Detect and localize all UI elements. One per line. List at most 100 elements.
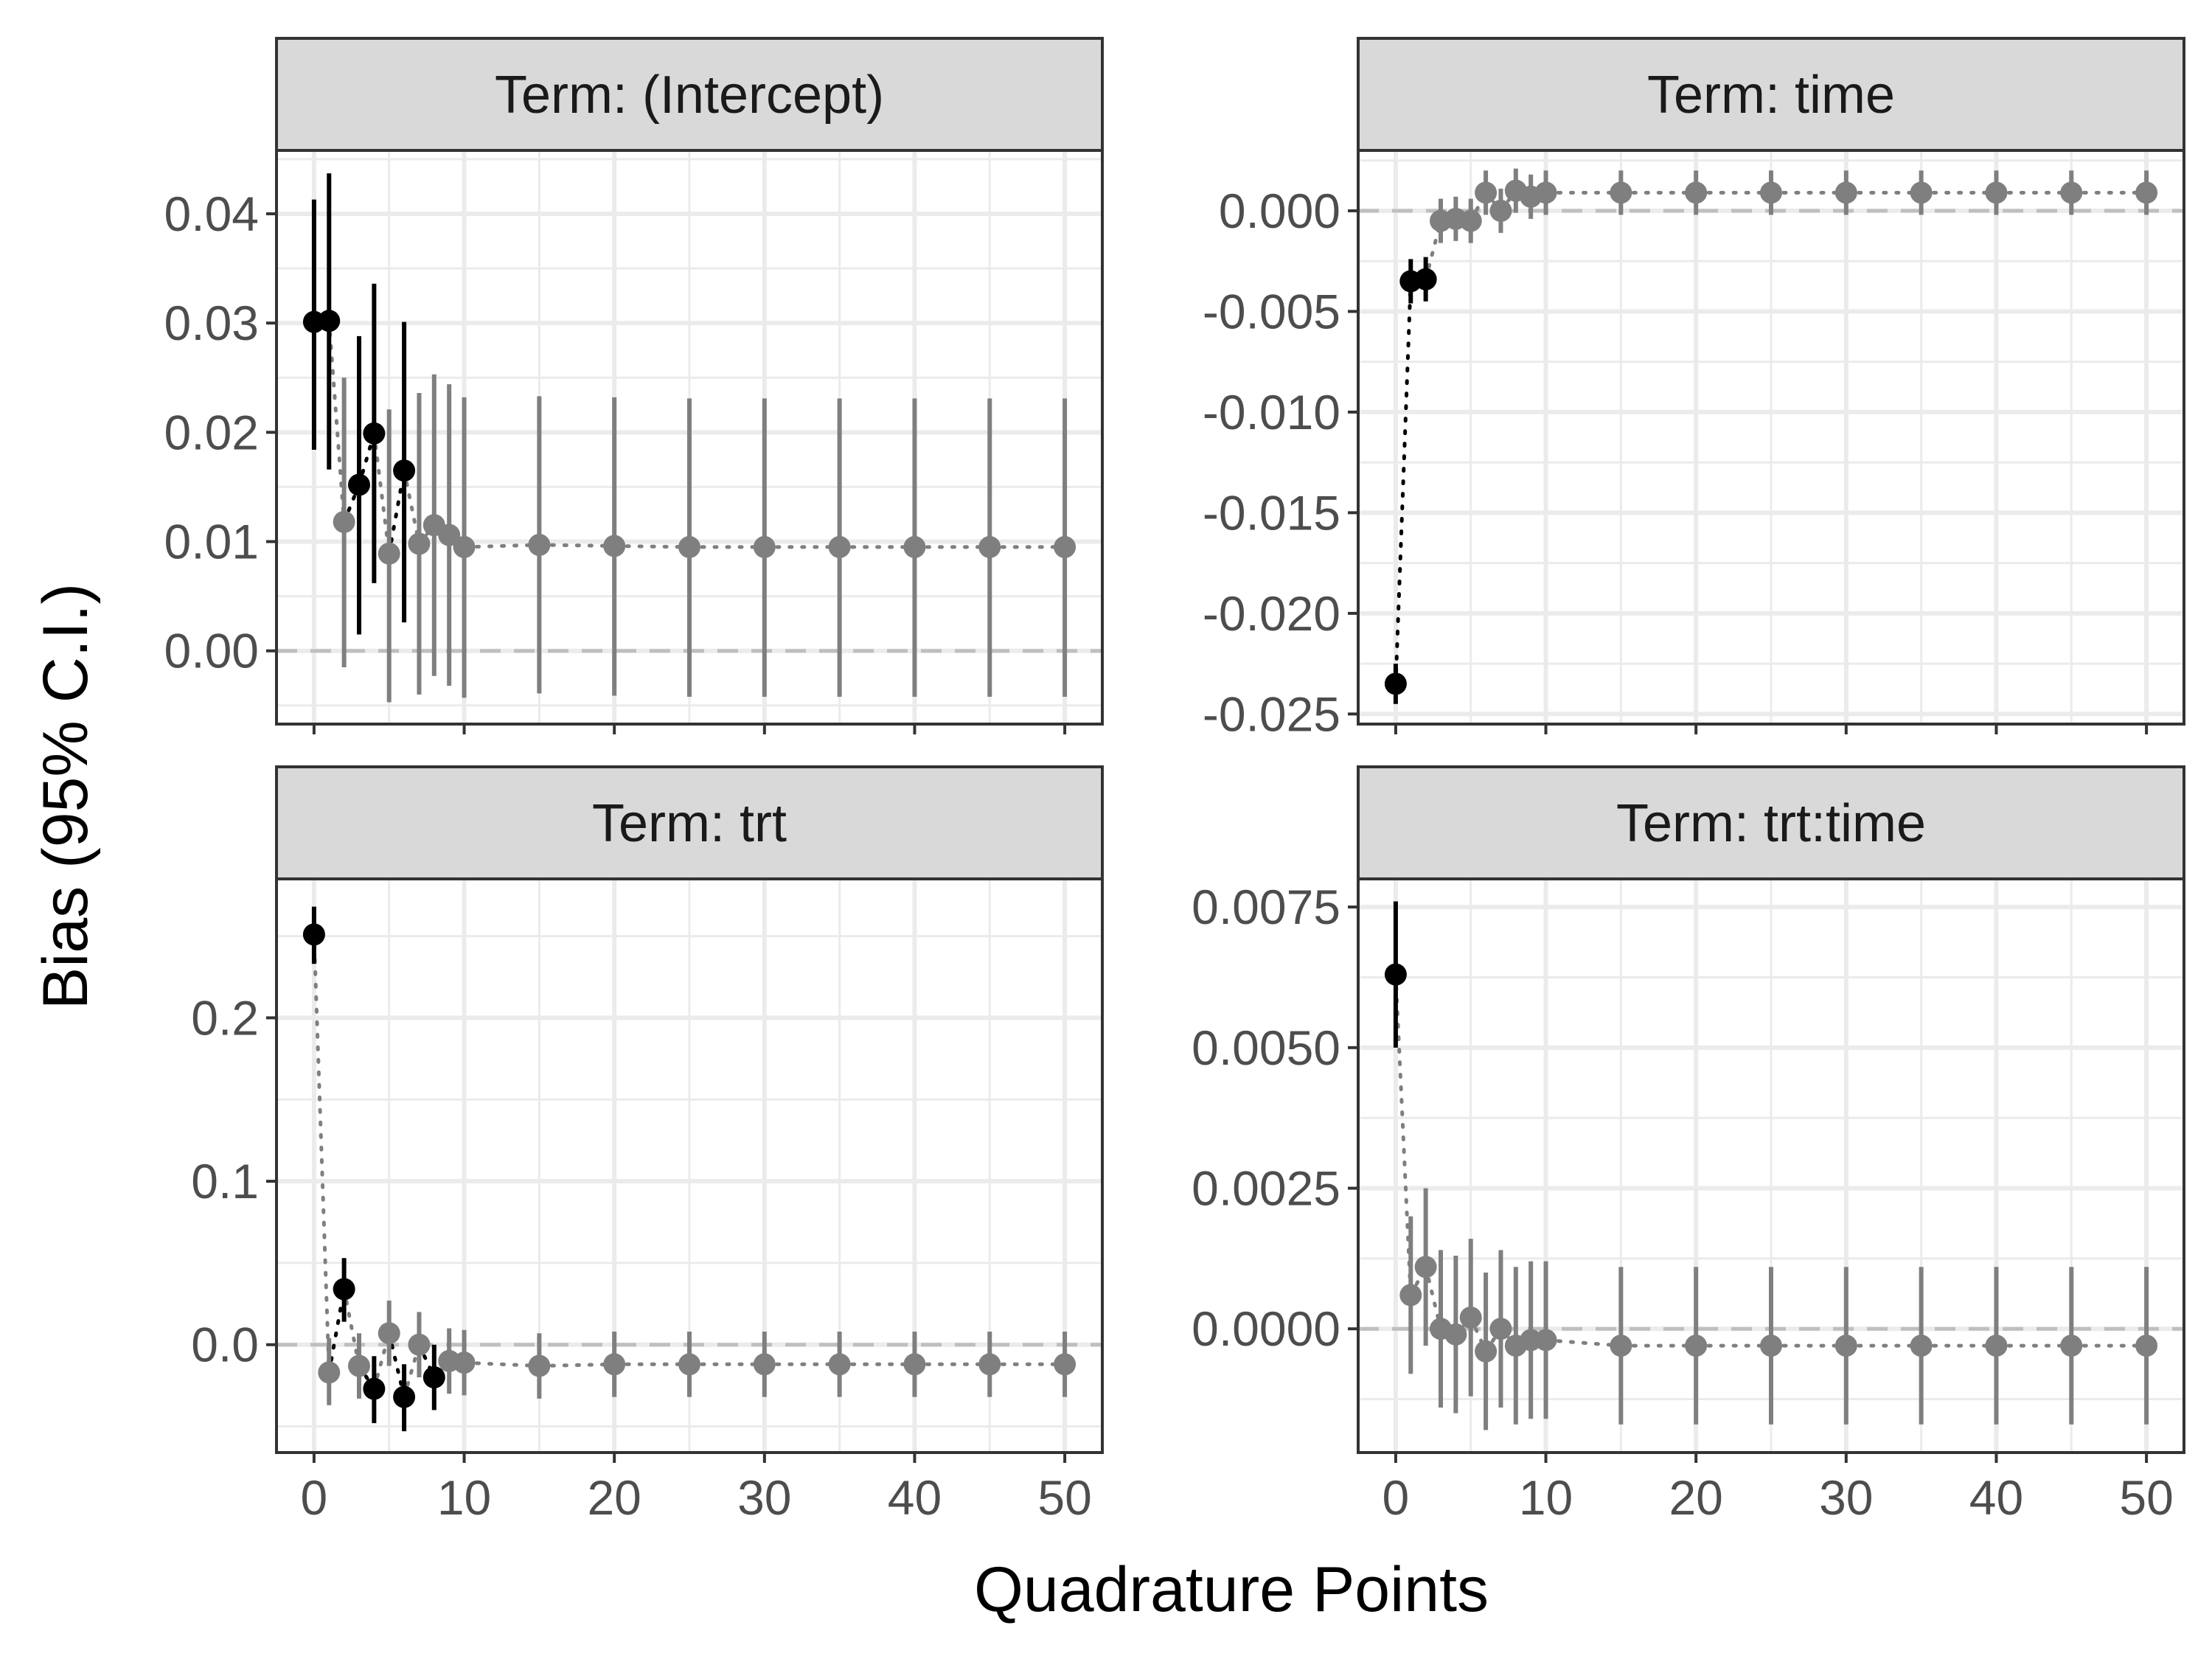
data-point	[363, 422, 386, 445]
y-tick-label: -0.020	[1203, 586, 1340, 641]
y-tick-label: -0.010	[1203, 385, 1340, 439]
data-point	[1444, 1323, 1467, 1346]
panel-4: Term: trt:time 0.0000 0.0025 0.0050 0.0075 0 1…	[1192, 765, 2185, 1525]
data-point	[1760, 181, 1782, 204]
y-tick-label: -0.005	[1203, 284, 1340, 338]
data-point	[2060, 181, 2083, 204]
data-point	[1459, 209, 1482, 232]
panel-2: Term: time 0.000 -0.005 -0.010 -0.015 -0.020 -…	[1203, 37, 2185, 741]
data-point	[1834, 181, 1857, 204]
data-point	[378, 1322, 400, 1345]
connecting-line	[357, 1364, 376, 1391]
data-point	[678, 1353, 700, 1376]
connecting-line	[312, 932, 331, 1374]
y-tick-label: 0.000	[1219, 184, 1340, 238]
y-tick-label: 0.0050	[1192, 1020, 1340, 1075]
data-point	[753, 535, 776, 558]
y-tick-label: 0.00	[164, 624, 259, 678]
data-point	[1610, 1335, 1632, 1357]
connecting-line	[462, 543, 541, 549]
data-point	[333, 510, 355, 533]
data-point	[1985, 181, 2008, 204]
data-point	[348, 1354, 370, 1377]
data-point	[1475, 1340, 1498, 1363]
data-point	[1685, 1335, 1708, 1357]
plot-area	[276, 150, 1102, 724]
connecting-line	[1498, 189, 1518, 213]
data-point	[1054, 1353, 1077, 1376]
data-point	[348, 473, 370, 496]
x-tick-label: 50	[2119, 1470, 2173, 1525]
facet-strip	[275, 765, 1104, 880]
y-tick-label: 0.03	[164, 296, 259, 350]
x-tick-label: 30	[737, 1470, 791, 1525]
data-point	[1534, 181, 1557, 204]
y-tick-label: 0.0075	[1192, 880, 1340, 934]
data-point	[1685, 181, 1708, 204]
plot-area	[276, 879, 1102, 1453]
data-point	[408, 1333, 431, 1356]
data-point	[1489, 199, 1512, 222]
data-point	[318, 310, 341, 333]
y-tick-label: -0.015	[1203, 485, 1340, 540]
y-tick-label: 0.0000	[1192, 1301, 1340, 1356]
data-point	[1985, 1335, 2008, 1357]
data-point	[1054, 535, 1077, 558]
x-axis-title: Quadrature Points	[974, 1554, 1489, 1625]
facet-strip-label: Term: time	[1647, 66, 1895, 125]
data-point	[528, 533, 551, 556]
connecting-line	[462, 1360, 541, 1368]
data-point	[2135, 181, 2158, 204]
x-tick-label: 0	[301, 1470, 328, 1525]
facet-strip	[1357, 765, 2185, 880]
x-tick-label: 10	[1519, 1470, 1573, 1525]
x-tick-label: 50	[1037, 1470, 1091, 1525]
y-tick-label: 0.2	[191, 990, 259, 1045]
facet-strip-label: Term: trt:time	[1616, 794, 1926, 853]
data-point	[753, 1353, 776, 1376]
connecting-line	[537, 1362, 616, 1368]
data-point	[2135, 1335, 2158, 1357]
data-point	[1760, 1335, 1782, 1357]
data-point	[1414, 268, 1437, 291]
y-axis-title: Bias (95% C.I.)	[30, 583, 101, 1009]
data-point	[453, 1352, 476, 1374]
data-point	[318, 1361, 341, 1384]
panels-layer: Term: (Intercept)0.000.010.020.030.04Ter…	[164, 37, 2185, 1525]
data-point	[1910, 181, 1933, 204]
x-tick-label: 40	[888, 1470, 942, 1525]
panel-border	[275, 877, 1104, 1454]
data-point	[903, 535, 926, 558]
data-point	[978, 535, 1001, 558]
connecting-line	[1394, 973, 1413, 1297]
y-tick-label: -0.025	[1203, 686, 1340, 741]
data-point	[1384, 672, 1407, 695]
facet-strip-label: Term: trt	[592, 794, 787, 853]
y-tick-label: 0.04	[164, 187, 259, 241]
x-tick-label: 20	[587, 1470, 641, 1525]
data-point	[438, 524, 461, 546]
data-point	[903, 1353, 926, 1376]
data-point	[603, 535, 626, 557]
connecting-line	[372, 1331, 392, 1391]
connecting-line	[327, 319, 347, 524]
connecting-line	[1394, 279, 1413, 686]
data-point	[1384, 963, 1407, 986]
data-point	[603, 1353, 626, 1376]
plot-area	[1358, 879, 2184, 1453]
connecting-line	[372, 431, 392, 556]
connecting-line	[402, 1343, 421, 1399]
panel-1: Term: (Intercept) 0.00 0.01 0.02 0.03 0.04	[164, 37, 1104, 734]
facet-strip	[275, 37, 1104, 152]
connecting-line	[1544, 1338, 1623, 1348]
x-tick-label: 0	[1382, 1470, 1410, 1525]
data-point	[378, 542, 400, 565]
panel-border	[275, 149, 1104, 726]
connecting-line	[537, 543, 616, 548]
data-point	[2060, 1335, 2083, 1357]
data-point	[333, 1278, 355, 1301]
data-point	[828, 535, 851, 558]
x-tick-label: 30	[1819, 1470, 1873, 1525]
x-tick-label: 40	[1969, 1470, 2023, 1525]
